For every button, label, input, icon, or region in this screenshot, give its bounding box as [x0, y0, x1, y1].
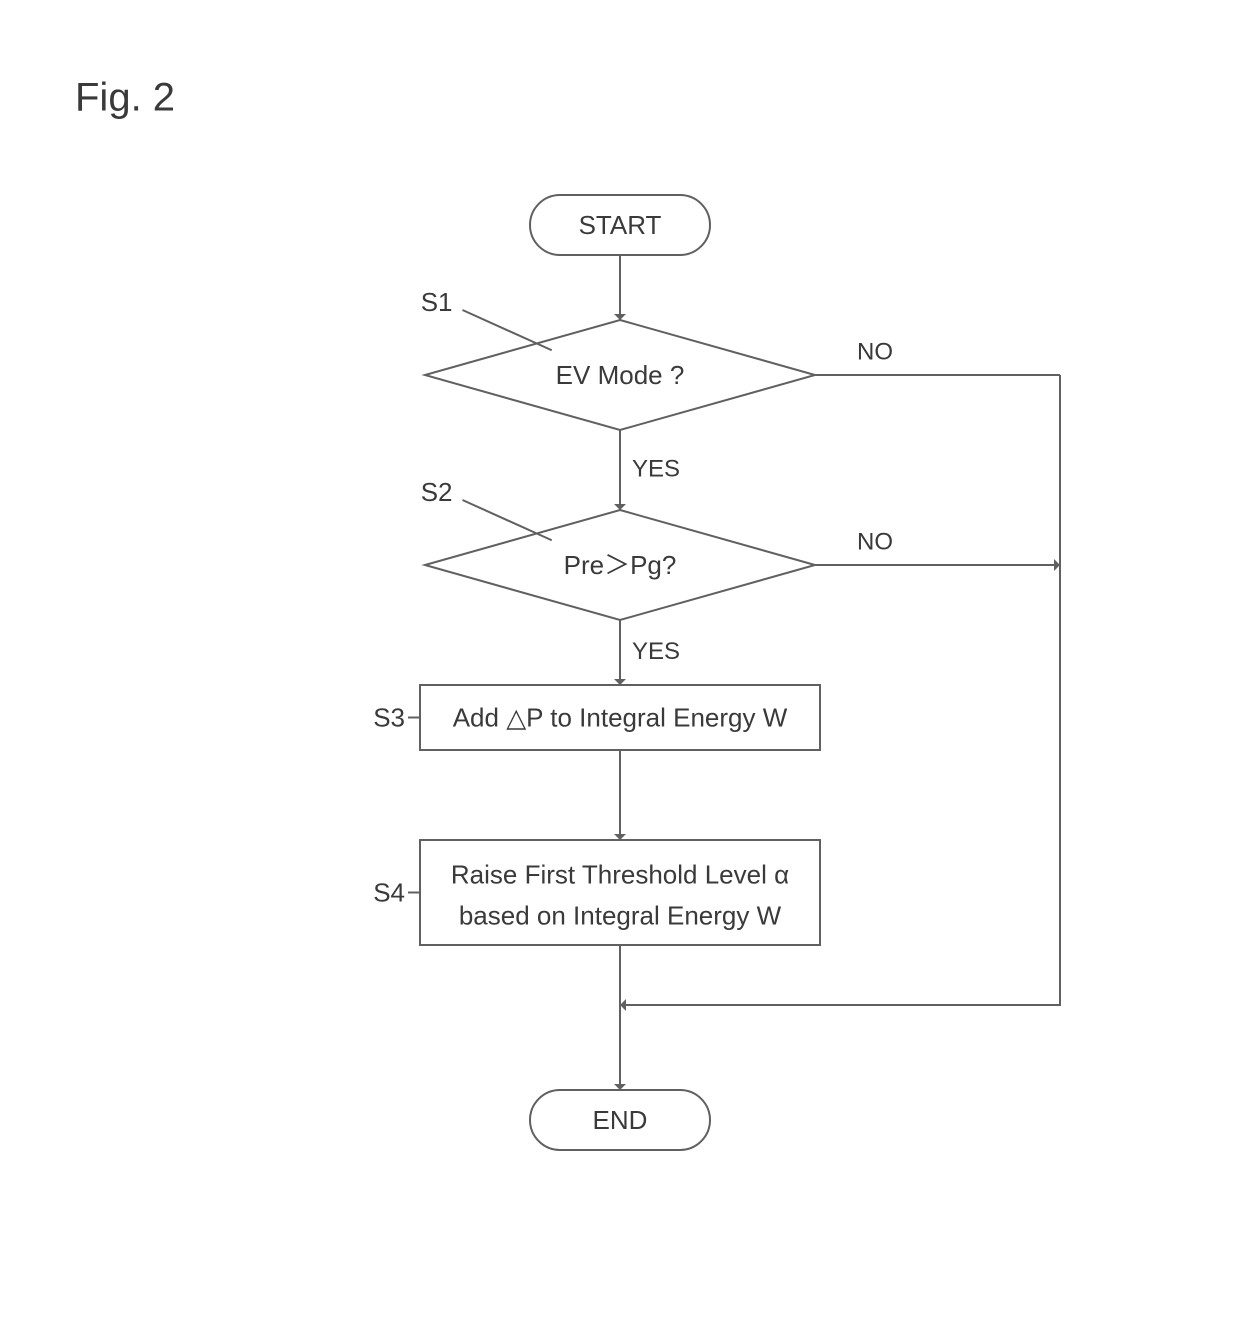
value-yes-s1: YES [632, 455, 680, 482]
value-no-s2: NO [857, 528, 893, 555]
figure-label: Fig. 2 [75, 76, 175, 120]
step-label-s4: S4 [373, 877, 405, 907]
flow-line [463, 500, 552, 540]
process-s4-line2: based on Integral Energy W [459, 900, 782, 930]
end-label: END [593, 1105, 648, 1135]
value-yes-s2: YES [632, 638, 680, 665]
decision-s1-label: EV Mode ? [556, 360, 685, 390]
process-s3-label: Add △P to Integral Energy W [453, 702, 788, 732]
start-label: START [579, 210, 662, 240]
step-label-s3: S3 [373, 702, 405, 732]
process-s4-line1: Raise First Threshold Level α [451, 860, 789, 890]
step-label-s1: S1 [421, 287, 453, 317]
value-no-s1: NO [857, 338, 893, 365]
flow-line [463, 310, 552, 350]
step-label-s2: S2 [421, 477, 453, 507]
flowchart: Fig. 2 START EV Mode ? S1 YES NO Pre＞Pg? S2 YES N… [0, 0, 1240, 1327]
decision-s2-label: Pre＞Pg? [564, 550, 677, 580]
